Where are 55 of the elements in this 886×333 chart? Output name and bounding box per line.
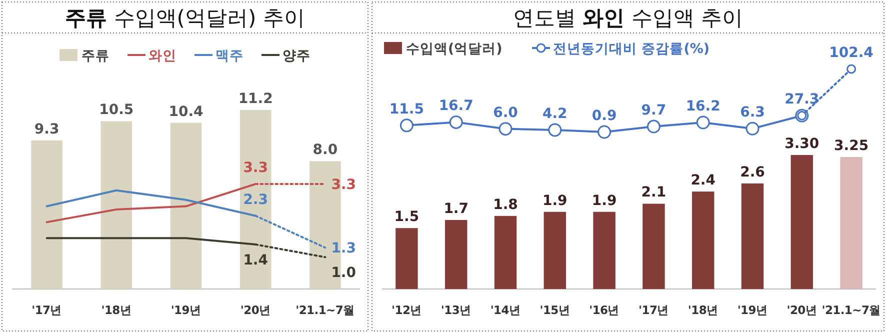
data-label: 4.2	[542, 106, 568, 122]
x-tick-label: '13년	[440, 303, 472, 317]
legend-label: 맥주	[216, 48, 244, 64]
data-label: 16.2	[686, 98, 720, 115]
legend-label: 양주	[282, 48, 310, 64]
data-label: 27.3	[784, 92, 820, 108]
data-label: 1.5	[394, 209, 420, 226]
legend-label: 와인	[148, 48, 176, 64]
data-label: 1.0	[331, 265, 356, 282]
data-label: 1.3	[331, 240, 356, 257]
data-label: 1.4	[243, 252, 268, 268]
data-label: 1.9	[592, 192, 617, 209]
x-tick-label: '19년	[170, 303, 202, 317]
x-tick-label: '21.1~7월	[296, 303, 355, 317]
legend-label: 수입액(억달러)	[406, 41, 502, 57]
data-label: 3.30	[784, 136, 820, 152]
data-label: 9.7	[641, 102, 666, 119]
data-label: 6.0	[493, 104, 518, 121]
x-tick-label: '17년	[638, 303, 669, 317]
data-label: 8.0	[312, 142, 338, 158]
data-label: 11.5	[389, 101, 424, 118]
x-tick-label: '14년	[490, 303, 521, 317]
data-label: 10.5	[99, 102, 134, 118]
data-label: 3.3	[243, 160, 268, 176]
x-tick-label: '12년	[392, 303, 422, 317]
x-tick-label: '17년	[32, 303, 62, 317]
x-tick-label: '15년	[540, 303, 570, 317]
data-label: 2.3	[243, 192, 268, 208]
chart-title: 연도별 와인 수입액 추이	[512, 6, 744, 30]
data-label: 9.3	[34, 121, 60, 138]
x-tick-label: '16년	[589, 303, 620, 317]
legend: 수입액(억달러)	[384, 41, 502, 57]
x-tick-label: '18년	[688, 303, 718, 317]
data-label: 16.7	[438, 98, 474, 114]
data-label: 10.4	[168, 104, 204, 120]
x-tick-label: '20년	[786, 303, 818, 317]
data-label: 11.2	[238, 91, 273, 107]
data-label: 2.4	[690, 172, 716, 189]
legend-label: 주류	[82, 48, 110, 64]
data-label: 2.1	[641, 184, 666, 201]
data-label: 1.8	[493, 196, 518, 213]
data-label: 102.4	[829, 45, 874, 61]
data-label: 1.9	[542, 192, 568, 209]
legend: 전년동기대비 증감률(%)	[532, 41, 710, 57]
data-label: 3.3	[331, 177, 356, 193]
chart-title: 주류 수입액(억달러) 추이	[65, 6, 305, 30]
x-tick-label: '20년	[240, 303, 271, 317]
x-tick-label: '19년	[737, 303, 768, 317]
x-tick-label: '21.1~7월	[822, 303, 881, 317]
x-tick-label: '18년	[101, 303, 132, 317]
data-label: 3.25	[834, 138, 869, 154]
data-label: 6.3	[740, 104, 765, 121]
data-label: 1.7	[444, 200, 469, 217]
data-label: 2.6	[740, 164, 765, 180]
data-label: 0.9	[592, 108, 617, 124]
